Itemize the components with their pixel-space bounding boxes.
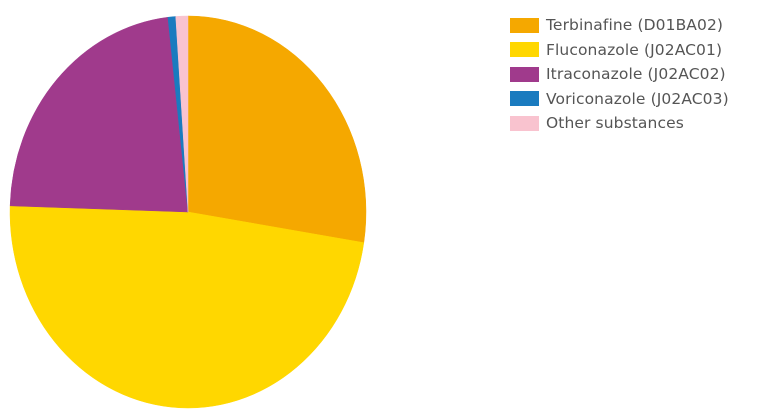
chart-legend: Terbinafine (D01BA02) Fluconazole (J02AC0… xyxy=(510,13,729,136)
legend-item-itraconazole: Itraconazole (J02AC02) xyxy=(510,62,729,87)
legend-label: Terbinafine (D01BA02) xyxy=(546,16,724,35)
legend-swatch xyxy=(510,17,539,33)
pie-slice-terbinafine xyxy=(187,15,367,243)
legend-item-other-substances: Other substances xyxy=(510,111,729,136)
legend-swatch xyxy=(510,66,539,82)
pie-slice-fluconazole xyxy=(9,205,365,409)
legend-label: Voriconazole (J02AC03) xyxy=(546,89,729,108)
legend-label: Other substances xyxy=(546,114,684,133)
pie-plot-area xyxy=(9,15,367,409)
legend-item-voriconazole: Voriconazole (J02AC03) xyxy=(510,87,729,112)
pie-slice-other-substances xyxy=(175,15,189,213)
pie-slice-itraconazole xyxy=(9,16,189,213)
legend-swatch xyxy=(510,115,539,131)
legend-swatch xyxy=(510,42,539,58)
legend-label: Fluconazole (J02AC01) xyxy=(546,40,723,59)
legend-swatch xyxy=(510,91,539,107)
legend-item-fluconazole: Fluconazole (J02AC01) xyxy=(510,38,729,63)
legend-item-terbinafine: Terbinafine (D01BA02) xyxy=(510,13,729,38)
legend-label: Itraconazole (J02AC02) xyxy=(546,65,726,84)
